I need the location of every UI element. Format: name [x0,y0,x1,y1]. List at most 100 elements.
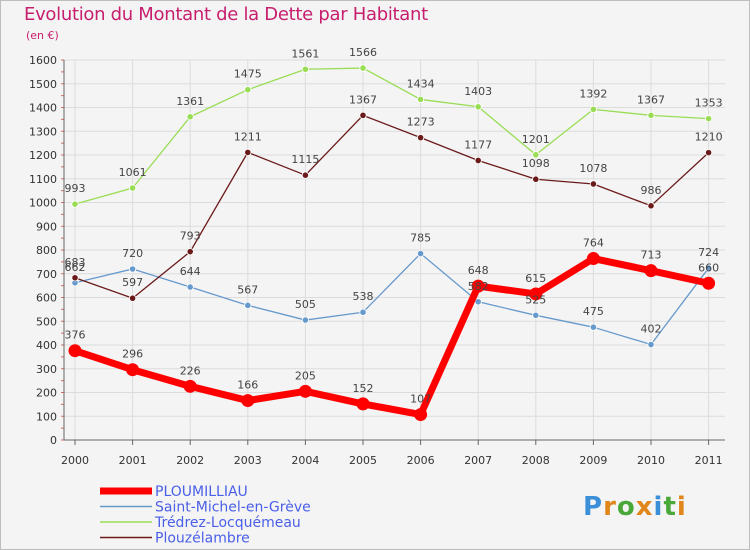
data-point [586,252,600,266]
data-point [704,149,713,157]
data-label: 1211 [234,130,262,143]
data-label: 986 [641,184,662,197]
y-tick-label: 200 [36,387,57,400]
data-label: 1361 [176,95,204,108]
data-point [301,65,309,73]
axes: 0 100 200 300 400 500 600 700 800 900 1000 1100 1200… [29,54,725,467]
data-point [644,264,658,278]
y-tick-label: 300 [36,363,57,376]
data-label: 1201 [522,133,550,146]
x-tick-label: 2008 [522,454,550,467]
y-tick-label: 1000 [29,197,57,210]
y-tick-label: 1600 [29,54,57,67]
x-tick-label: 2004 [291,454,319,467]
data-label: 1403 [464,85,492,98]
x-tick-label: 2010 [637,454,665,467]
data-point [186,113,194,121]
data-label: 724 [698,246,719,259]
logo-letter: r [603,492,617,522]
data-point [129,294,137,302]
x-tick-label: 2005 [349,454,377,467]
data-label: 683 [65,256,86,269]
x-tick-label: 2003 [234,454,262,467]
y-tick-label: 600 [36,292,57,305]
data-point [704,115,713,123]
data-label: 226 [180,364,201,377]
data-label: 402 [641,323,662,336]
x-tick-label: 2002 [176,454,204,467]
x-tick-label: 2001 [119,454,147,467]
data-label: 785 [410,232,431,245]
data-label: 1475 [234,68,262,81]
logo-letter: o [616,492,636,522]
proxiti-logo: Proxiti [583,492,687,522]
data-label: 1273 [407,116,435,129]
data-label: 644 [180,265,201,278]
data-point [301,316,309,324]
data-label: 1115 [291,153,319,166]
data-label: 793 [180,230,201,243]
series-line-plouz-lambre [74,114,710,299]
data-point [474,103,482,111]
data-label: 1367 [349,93,377,106]
logo-letter: t [663,492,677,522]
data-label: 660 [698,261,719,274]
data-point [589,180,598,188]
y-tick-label: 100 [36,410,57,423]
series-line-tr-drez-locqu-meau [74,67,710,205]
data-point [244,148,252,156]
data-label: 1434 [407,77,435,90]
data-point [416,134,425,142]
x-tick-label: 2000 [61,454,89,467]
data-point [71,200,79,208]
data-point [359,64,367,72]
legend-label: Plouzélambre [155,531,250,547]
series-layer [68,64,716,422]
y-tick-label: 900 [36,220,57,233]
data-point [589,105,598,114]
data-label: 107 [410,393,431,406]
legend-label: Saint-Michel-en-Grève [155,500,311,516]
y-tick-label: 1200 [29,149,57,162]
y-tick-label: 400 [36,339,57,352]
data-label: 538 [353,290,374,303]
data-label: 152 [353,382,374,395]
logo-letter: i [653,492,664,522]
data-label: 505 [295,298,316,311]
legend: PLOUMILLIAUSaint-Michel-en-GrèveTrédrez-… [100,484,311,547]
data-point [647,111,655,119]
data-label: 1392 [579,87,607,100]
y-tick-label: 0 [50,434,57,447]
y-tick-label: 1300 [29,125,57,138]
data-point [129,184,137,192]
data-point [356,397,370,411]
data-label: 615 [525,272,546,285]
data-label: 1561 [291,47,319,60]
data-point [416,95,425,104]
x-tick-label: 2007 [464,454,492,467]
data-label: 475 [583,305,604,318]
data-point [532,175,540,183]
y-tick-label: 1400 [29,102,57,115]
y-tick-label: 700 [36,268,57,281]
data-label: 993 [65,182,86,195]
data-point [186,248,194,256]
data-point [532,311,540,319]
data-point [186,283,194,291]
data-label: 582 [468,280,489,293]
data-point [414,408,428,422]
data-label: 1098 [522,157,550,170]
data-point [416,249,425,258]
data-label: 376 [65,329,86,342]
data-point [532,151,540,159]
data-label: 166 [237,379,258,392]
data-point [359,308,367,316]
data-point [647,202,655,210]
data-point [589,323,598,331]
chart-unit: (en €) [26,29,59,42]
data-label: 525 [525,293,546,306]
data-label: 648 [468,264,489,277]
logo-letter: x [635,492,654,522]
data-label: 1177 [464,138,492,151]
